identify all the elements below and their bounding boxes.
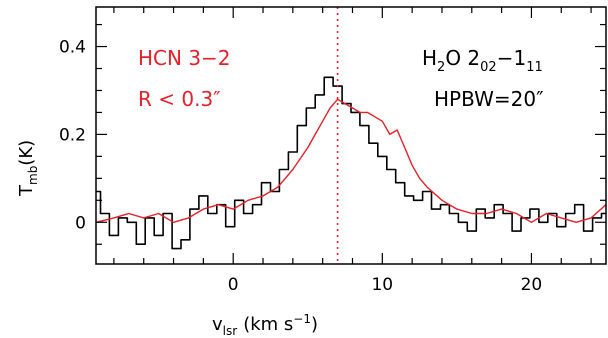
x-tick-label: 0 [228, 275, 239, 295]
y-axis-label: Tmb(K) [16, 140, 40, 197]
y-tick-label: 0.2 [59, 125, 86, 145]
x-tick-label: 10 [371, 275, 393, 295]
x-tick-label: 20 [521, 275, 543, 295]
x-label-close: ) [311, 314, 318, 335]
x-axis-label: vlsr (km s−1) [212, 312, 318, 338]
h2o-sub-02: 02 [480, 60, 497, 75]
plot-frame [95, 6, 607, 265]
y-label-t: T [16, 184, 37, 197]
x-label-sub: lsr [223, 324, 238, 338]
x-label-unit: (km s [243, 314, 293, 335]
x-label-exp: −1 [293, 312, 311, 326]
hpbw-label: HPBW=20″ [434, 87, 544, 111]
y-label-sub: mb [26, 166, 40, 185]
series-line-0 [96, 76, 606, 250]
h2o-sub-2: 2 [437, 60, 445, 75]
y-tick-label: 0 [75, 213, 86, 233]
h2o-o-2: O 2 [445, 46, 480, 70]
hcn-line-label: HCN 3−2 [138, 46, 231, 70]
y-label-unit: (K) [16, 140, 37, 166]
h2o-h: H [422, 46, 437, 70]
series-line-1 [95, 98, 607, 223]
h2o-dash-1: −1 [497, 46, 526, 70]
x-label-v: v [212, 314, 223, 335]
h2o-sub-11: 11 [526, 60, 543, 75]
plot-area: 0 10 20 0 0.2 0.4 [59, 6, 607, 295]
h2o-transition-label: H2O 202−111 [422, 46, 543, 75]
hcn-resolution-label: R < 0.3″ [138, 87, 221, 111]
y-tick-label: 0.4 [59, 38, 86, 58]
